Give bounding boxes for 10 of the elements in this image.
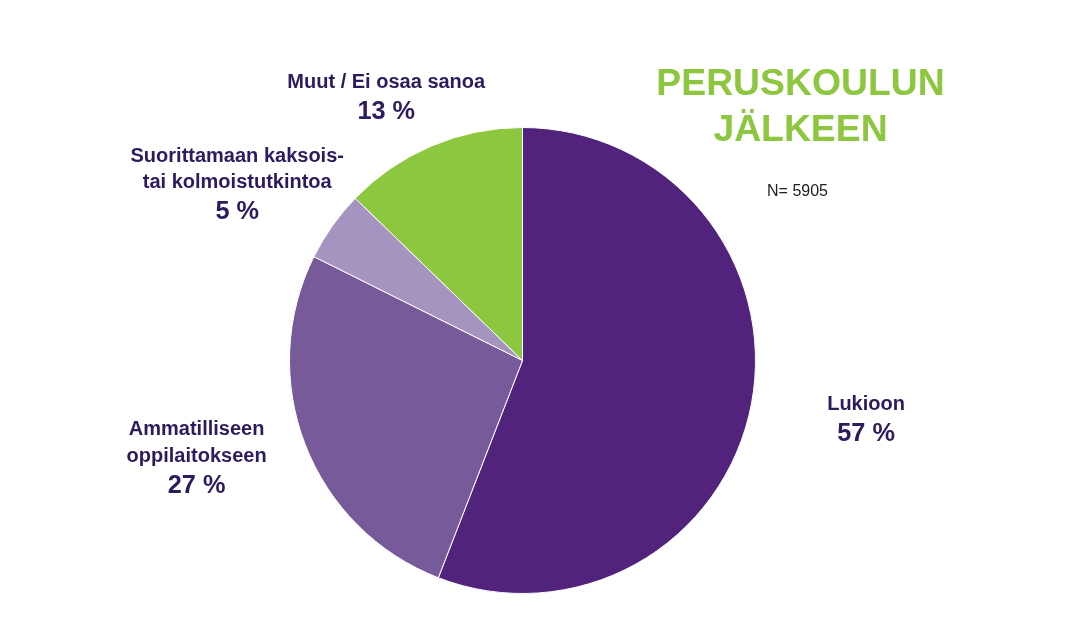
data-label: 27 % bbox=[167, 469, 226, 498]
slice-label: Lukioon bbox=[827, 392, 905, 415]
slice-label: Ammatilliseen oppilaitokseen bbox=[126, 417, 267, 466]
data-label: 57 % bbox=[837, 418, 895, 447]
chart-title: PERUSKOULUN JÄLKEEN bbox=[656, 60, 945, 149]
data-label: 5 % bbox=[215, 196, 260, 225]
slice-label: Muut / Ei osaa sanoa bbox=[287, 70, 487, 93]
slice-label: Suorittamaan kaksois- tai kolmoistutkintoa bbox=[130, 143, 344, 193]
data-label: 13 % bbox=[357, 96, 416, 125]
text: N= 5905 bbox=[767, 182, 829, 199]
